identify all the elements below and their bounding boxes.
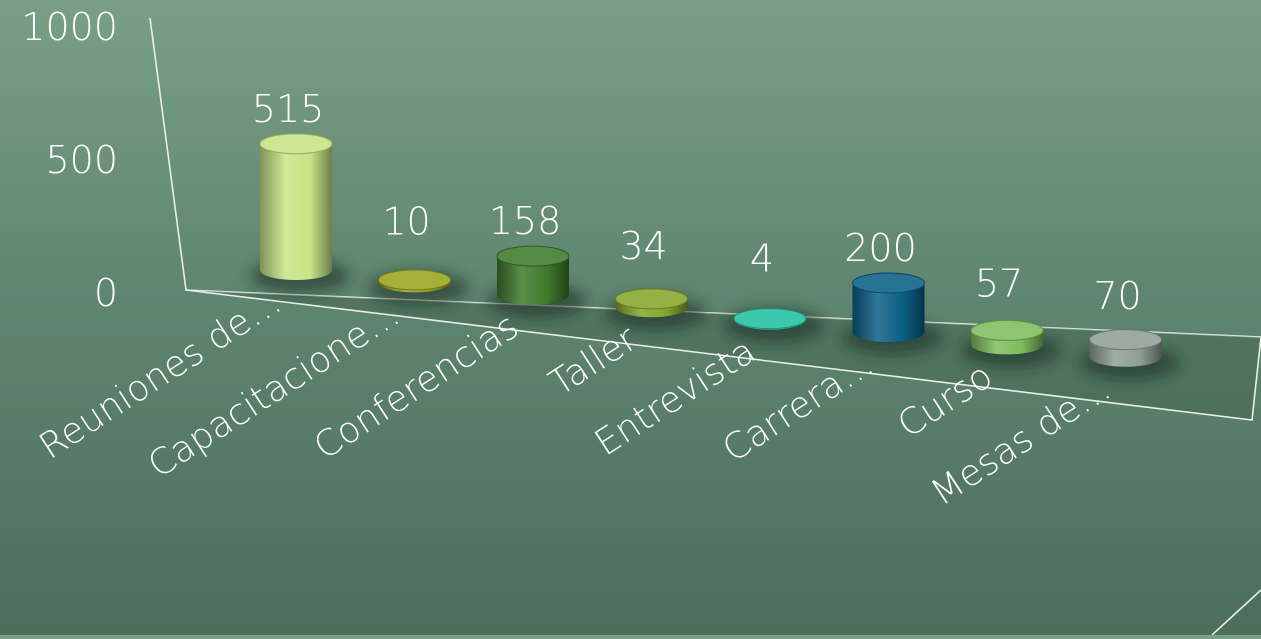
bar-body [497,256,569,305]
data-label: 4 [750,237,774,281]
bar-top [733,308,807,330]
bar-top [496,245,570,267]
bar-top [970,319,1044,341]
bar [724,308,824,343]
bar [605,288,706,331]
corner-line [1211,589,1261,636]
bar [842,272,943,355]
bar-body [260,143,332,280]
data-label: 200 [844,226,917,270]
data-label: 158 [489,199,562,243]
bar-top [259,133,333,155]
bar [250,133,350,293]
data-labels: 515 10 158 34 4 200 57 70 [252,87,1142,318]
data-label: 10 [382,199,430,243]
data-label: 70 [1093,274,1141,318]
bar [961,319,1061,368]
data-label: 34 [619,224,667,268]
data-label: 515 [252,87,325,131]
floor-front-edge [185,289,1261,421]
data-label: 57 [975,261,1023,305]
y-axis-ticks: 0 500 1000 [21,5,118,315]
bar [1079,329,1180,380]
bar-body [852,283,925,342]
bar-top [615,288,688,310]
y-tick-label: 0 [94,271,118,315]
y-tick-label: 500 [45,138,118,182]
bar [368,269,469,306]
bar-top [1089,329,1162,351]
bar-top [852,272,925,294]
y-tick-label: 1000 [21,5,118,49]
bars [250,133,1180,380]
bar-top [378,269,451,291]
bar [487,245,587,318]
